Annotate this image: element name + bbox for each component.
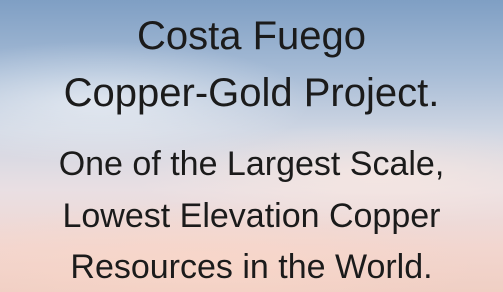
banner: Costa Fuego Copper-Gold Project. One of …	[0, 0, 503, 292]
title-line: Copper-Gold Project.	[0, 71, 503, 116]
subtitle-line: Resources in the World.	[0, 248, 503, 287]
title-line: Costa Fuego	[0, 14, 503, 59]
subtitle-line: One of the Largest Scale,	[0, 145, 503, 184]
subtitle-line: Lowest Elevation Copper	[0, 197, 503, 236]
